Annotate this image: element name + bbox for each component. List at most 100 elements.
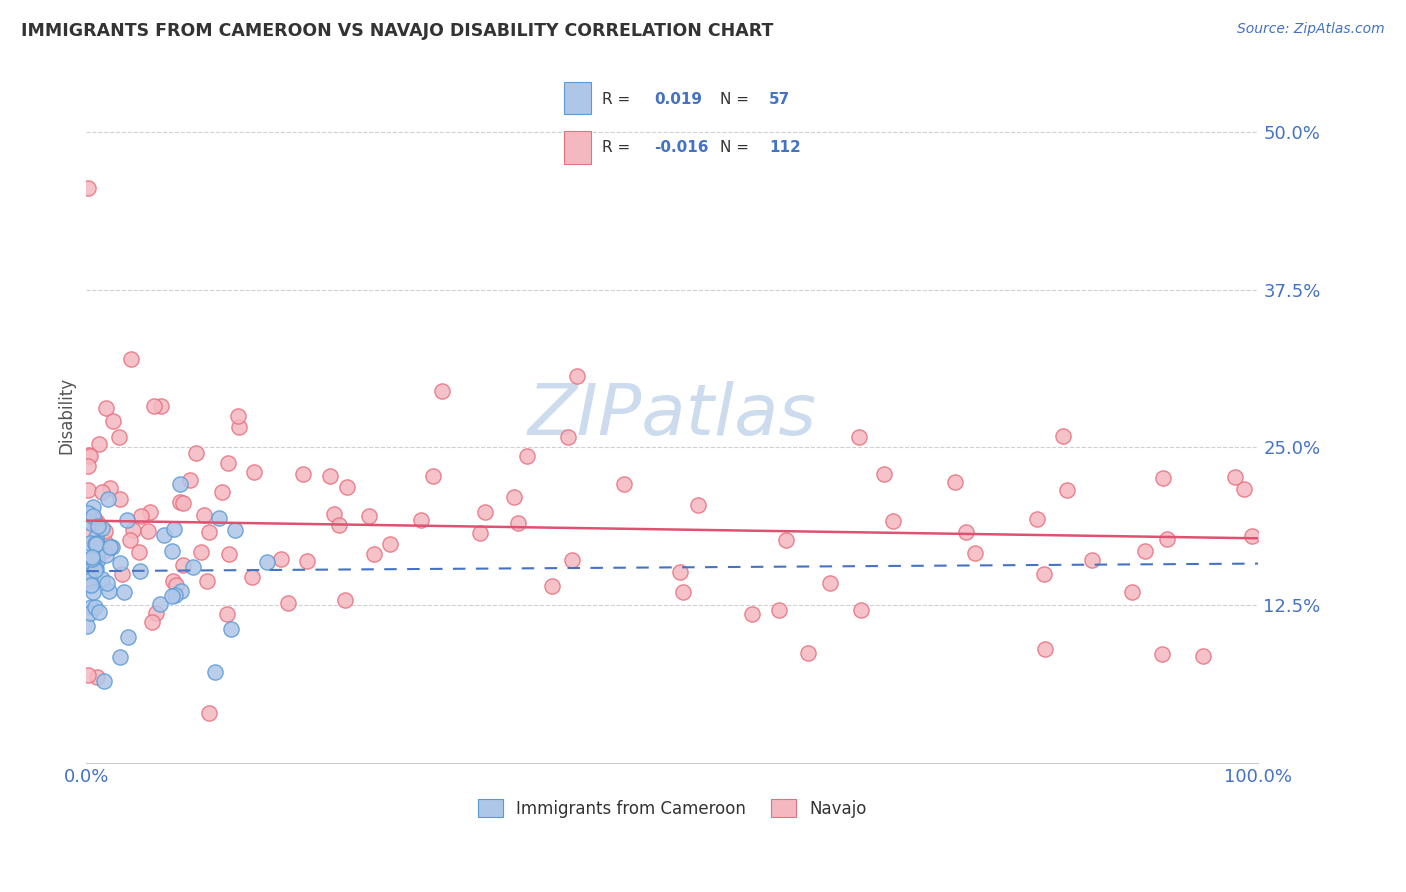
Y-axis label: Disability: Disability [58, 377, 75, 454]
Point [94, 524, 117, 538]
Text: R =: R = [602, 140, 636, 155]
Point [882, 514, 904, 528]
Point [506, 516, 529, 530]
Point [955, 524, 977, 539]
Point [97, 491, 120, 506]
Point [218, 547, 240, 561]
Point [270, 552, 292, 566]
Point [94, 548, 117, 562]
Point [557, 430, 579, 444]
Point [101, 414, 124, 428]
Point [277, 596, 299, 610]
Point [565, 369, 588, 384]
Point [322, 508, 344, 522]
Point [76, 458, 98, 473]
Point [76, 563, 98, 577]
Point [226, 409, 249, 423]
Point [1081, 553, 1104, 567]
Point [94, 534, 117, 549]
Bar [564, 131, 591, 163]
Point [82, 500, 104, 515]
Point [474, 505, 496, 519]
Point [80, 599, 103, 614]
Point [79, 536, 101, 550]
Point [422, 469, 444, 483]
Point [219, 622, 242, 636]
Point [224, 523, 246, 537]
Point [211, 485, 233, 500]
Point [91, 572, 114, 586]
Point [162, 574, 184, 588]
Point [129, 564, 152, 578]
Point [96, 576, 118, 591]
Point [1233, 482, 1256, 496]
Point [86, 546, 108, 560]
Point [378, 537, 401, 551]
Point [83, 511, 105, 525]
Point [172, 558, 194, 572]
Point [89, 605, 111, 619]
Point [179, 473, 201, 487]
Point [561, 552, 583, 566]
Point [86, 517, 108, 532]
Point [1033, 566, 1056, 581]
Point [204, 665, 226, 680]
Point [84, 537, 107, 551]
Point [1192, 648, 1215, 663]
Point [76, 578, 98, 592]
Point [541, 579, 564, 593]
Point [112, 584, 135, 599]
Point [77, 449, 100, 463]
Point [849, 603, 872, 617]
Point [94, 542, 117, 557]
Point [502, 490, 524, 504]
Point [80, 516, 103, 531]
Point [217, 457, 239, 471]
Point [77, 667, 100, 681]
Point [84, 536, 107, 550]
Point [468, 525, 491, 540]
Point [83, 516, 105, 530]
Point [82, 549, 104, 564]
Legend: Immigrants from Cameroon, Navajo: Immigrants from Cameroon, Navajo [471, 793, 873, 824]
Point [84, 533, 107, 547]
Point [110, 491, 132, 506]
Point [77, 483, 100, 498]
Point [76, 552, 98, 566]
Point [184, 445, 207, 459]
Point [77, 181, 100, 195]
Point [215, 607, 238, 621]
Point [128, 545, 150, 559]
Point [101, 540, 124, 554]
Point [82, 585, 104, 599]
Point [149, 400, 172, 414]
Point [848, 430, 870, 444]
Point [195, 574, 218, 589]
Point [198, 706, 221, 720]
Point [87, 519, 110, 533]
Point [77, 506, 100, 520]
Point [363, 547, 385, 561]
Text: Source: ZipAtlas.com: Source: ZipAtlas.com [1237, 22, 1385, 37]
Point [768, 603, 790, 617]
Point [76, 508, 98, 522]
Point [190, 545, 212, 559]
Point [152, 528, 174, 542]
Text: -0.016: -0.016 [654, 140, 709, 155]
Point [669, 565, 692, 579]
Text: 57: 57 [769, 92, 790, 106]
Point [319, 469, 342, 483]
Point [86, 553, 108, 567]
Point [228, 419, 250, 434]
Point [165, 578, 187, 592]
Point [291, 467, 314, 481]
Text: 112: 112 [769, 140, 801, 155]
Point [430, 384, 453, 398]
Point [86, 536, 108, 550]
Point [963, 545, 986, 559]
Point [797, 646, 820, 660]
Point [775, 533, 797, 547]
Text: IMMIGRANTS FROM CAMEROON VS NAVAJO DISABILITY CORRELATION CHART: IMMIGRANTS FROM CAMEROON VS NAVAJO DISAB… [21, 22, 773, 40]
Point [80, 577, 103, 591]
Point [243, 465, 266, 479]
